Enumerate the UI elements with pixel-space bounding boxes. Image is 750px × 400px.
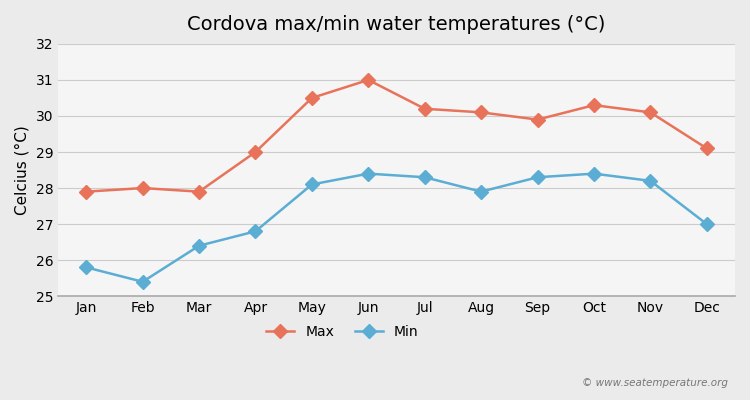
Legend: Max, Min: Max, Min xyxy=(261,320,424,345)
Max xyxy=(308,96,316,100)
Min xyxy=(477,189,486,194)
Min xyxy=(82,265,91,270)
Min xyxy=(420,175,429,180)
Line: Max: Max xyxy=(82,75,712,196)
Max xyxy=(420,106,429,111)
Max xyxy=(251,150,260,154)
Min xyxy=(138,279,147,284)
Max xyxy=(590,103,598,108)
Title: Cordova max/min water temperatures (°C): Cordova max/min water temperatures (°C) xyxy=(188,15,606,34)
Text: © www.seatemperature.org: © www.seatemperature.org xyxy=(581,378,728,388)
Max xyxy=(646,110,655,115)
Y-axis label: Celcius (°C): Celcius (°C) xyxy=(15,125,30,215)
Min xyxy=(251,229,260,234)
Min xyxy=(308,182,316,187)
Min xyxy=(533,175,542,180)
Max xyxy=(82,189,91,194)
Max xyxy=(702,146,711,151)
Max xyxy=(533,117,542,122)
Min xyxy=(590,171,598,176)
Max xyxy=(477,110,486,115)
Min xyxy=(364,171,373,176)
Max xyxy=(364,78,373,82)
Max xyxy=(194,189,203,194)
Min xyxy=(194,243,203,248)
Min xyxy=(702,222,711,226)
Line: Min: Min xyxy=(82,169,712,287)
Min xyxy=(646,178,655,183)
Max xyxy=(138,186,147,190)
